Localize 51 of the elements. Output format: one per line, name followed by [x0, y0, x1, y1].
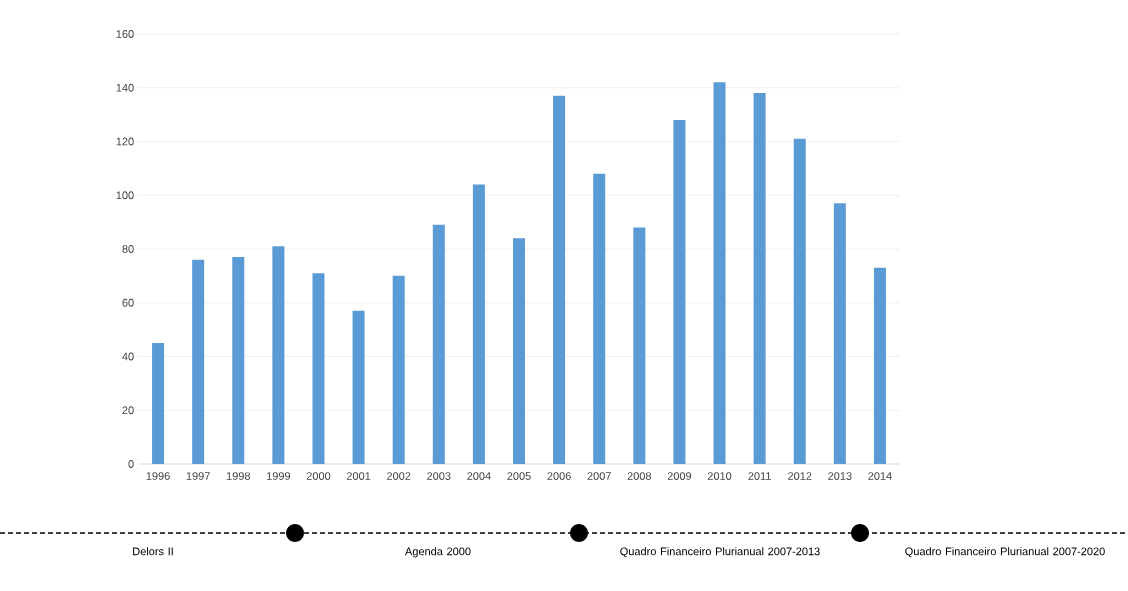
- x-tick-label: 2012: [788, 472, 812, 480]
- y-tick-label: 20: [122, 406, 134, 415]
- x-tick-label: 2014: [868, 472, 892, 480]
- x-tick-label: 2007: [587, 472, 611, 480]
- x-tick-label: 2000: [306, 472, 331, 480]
- bar: [673, 119, 686, 464]
- y-tick-label: 160: [116, 30, 134, 38]
- x-tick-label: 1997: [186, 472, 210, 480]
- bar: [753, 93, 766, 464]
- text: Delors II: [133, 547, 173, 556]
- x-tick-label: 2009: [667, 472, 692, 480]
- bar: [352, 310, 365, 464]
- x-tick-label: 2013: [828, 472, 852, 480]
- bar: [633, 227, 646, 464]
- x-tick-label: 2003: [427, 472, 451, 480]
- x-tick-label: 2001: [346, 472, 371, 480]
- bar: [713, 82, 726, 464]
- text: Quadro Financeiro Plurianual 2007-2020: [905, 547, 1105, 558]
- bar: [873, 267, 886, 464]
- bar: [472, 184, 485, 464]
- bar: [833, 203, 846, 464]
- bar: [192, 259, 205, 464]
- text: Quadro Financeiro Plurianual 2007-2013: [620, 547, 820, 558]
- x-tick-label: 2011: [748, 472, 771, 480]
- bar: [793, 138, 806, 464]
- bar: [553, 95, 566, 464]
- bar: [272, 246, 285, 464]
- y-tick-label: 120: [116, 137, 134, 146]
- x-tick-label: 2005: [507, 472, 531, 480]
- bar: [392, 275, 405, 464]
- y-tick-label: 40: [122, 352, 134, 361]
- x-tick-label: 2008: [627, 472, 652, 480]
- text: Agenda 2000: [404, 547, 471, 558]
- bar: [432, 224, 445, 464]
- bar: [152, 343, 165, 464]
- x-tick-label: 2010: [707, 472, 732, 480]
- x-tick-label: 2004: [467, 472, 491, 480]
- bar: [312, 273, 325, 464]
- y-tick-label: 140: [116, 83, 134, 92]
- bar: [232, 257, 245, 464]
- x-tick-label: 2002: [387, 472, 411, 480]
- y-tick-label: 0: [128, 460, 134, 468]
- bar: [593, 173, 606, 464]
- x-tick-label: 1999: [266, 472, 291, 480]
- bar: [513, 238, 525, 464]
- y-tick-label: 60: [122, 298, 134, 307]
- y-tick-label: 100: [116, 191, 134, 200]
- x-tick-label: 1996: [146, 472, 170, 480]
- x-tick-label: 1998: [226, 472, 251, 480]
- y-tick-label: 80: [122, 245, 134, 253]
- x-tick-label: 2006: [547, 472, 571, 480]
